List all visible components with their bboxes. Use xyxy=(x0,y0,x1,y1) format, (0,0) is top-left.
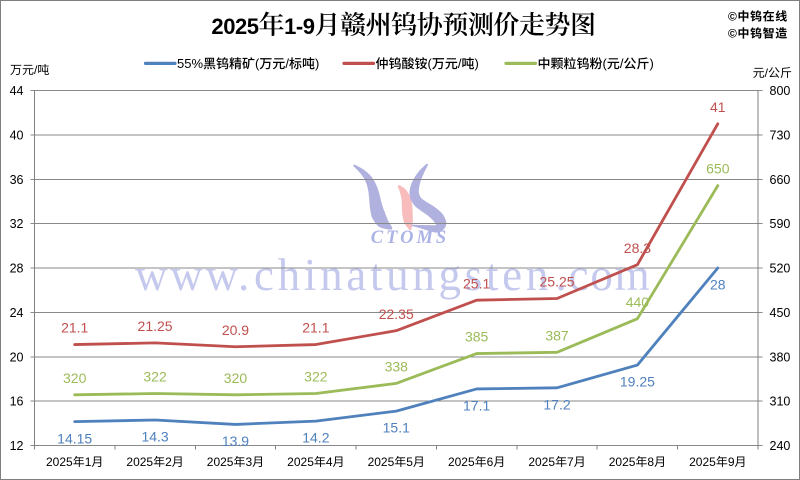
svg-text:chinatungsten: chinatungsten xyxy=(254,250,552,300)
svg-text:/: / xyxy=(285,56,289,71)
svg-text:14.3: 14.3 xyxy=(141,429,168,445)
svg-text:6: 6 xyxy=(487,455,494,469)
svg-text:5: 5 xyxy=(406,455,413,469)
svg-text:40: 40 xyxy=(10,128,24,142)
svg-text:20: 20 xyxy=(10,350,24,364)
svg-text:380: 380 xyxy=(770,350,791,364)
svg-text:www.: www. xyxy=(135,250,252,300)
svg-text:2025: 2025 xyxy=(287,455,314,469)
svg-text:9: 9 xyxy=(728,455,735,469)
svg-text:2025: 2025 xyxy=(368,455,395,469)
svg-text:320: 320 xyxy=(63,370,87,386)
svg-text:2025: 2025 xyxy=(689,455,716,469)
svg-text:15.1: 15.1 xyxy=(383,420,410,436)
svg-text:CTOMS: CTOMS xyxy=(371,228,449,248)
svg-text:660: 660 xyxy=(770,173,791,187)
svg-text:44: 44 xyxy=(10,84,24,98)
svg-text:36: 36 xyxy=(10,173,24,187)
svg-text:2025: 2025 xyxy=(207,455,234,469)
svg-text:338: 338 xyxy=(385,358,409,374)
svg-text:/: / xyxy=(620,56,624,71)
svg-text:20.9: 20.9 xyxy=(222,322,249,338)
svg-text:(: ( xyxy=(603,56,608,71)
svg-text:322: 322 xyxy=(304,369,328,385)
svg-text:©: © xyxy=(728,10,737,24)
svg-text:387: 387 xyxy=(545,327,569,343)
svg-text:440: 440 xyxy=(626,294,650,310)
svg-text:16: 16 xyxy=(10,395,24,409)
svg-text:8: 8 xyxy=(647,455,654,469)
svg-text:14.15: 14.15 xyxy=(57,430,92,446)
svg-text:800: 800 xyxy=(770,84,791,98)
svg-text:2025: 2025 xyxy=(609,455,636,469)
svg-text:21.1: 21.1 xyxy=(302,320,329,336)
svg-text:28: 28 xyxy=(710,277,726,293)
svg-text:7: 7 xyxy=(567,455,574,469)
svg-text:1-9: 1-9 xyxy=(284,14,315,39)
svg-text:25.25: 25.25 xyxy=(540,274,575,290)
svg-text:12: 12 xyxy=(10,439,24,453)
svg-text:): ) xyxy=(649,56,653,71)
svg-text:2025: 2025 xyxy=(126,455,153,469)
svg-text:/: / xyxy=(34,63,38,77)
svg-text:/: / xyxy=(458,56,462,71)
svg-text:310: 310 xyxy=(770,395,791,409)
svg-text:2025: 2025 xyxy=(46,455,73,469)
svg-text:1: 1 xyxy=(85,455,92,469)
svg-text:2025: 2025 xyxy=(211,14,258,39)
svg-text:322: 322 xyxy=(143,369,167,385)
svg-text:32: 32 xyxy=(10,217,24,231)
svg-text:(: ( xyxy=(428,56,433,71)
svg-text:385: 385 xyxy=(465,329,489,345)
svg-text:22.35: 22.35 xyxy=(379,306,414,322)
svg-text:240: 240 xyxy=(770,439,791,453)
svg-text:450: 450 xyxy=(770,306,791,320)
svg-text:©: © xyxy=(728,27,737,41)
svg-text:21.1: 21.1 xyxy=(61,320,88,336)
svg-text:(: ( xyxy=(255,56,260,71)
svg-text:25.1: 25.1 xyxy=(463,275,490,291)
svg-text:13.9: 13.9 xyxy=(222,433,249,449)
svg-text:3: 3 xyxy=(245,455,252,469)
svg-text:24: 24 xyxy=(10,306,24,320)
svg-text:2: 2 xyxy=(165,455,172,469)
svg-text:41: 41 xyxy=(710,99,726,115)
svg-text:650: 650 xyxy=(706,161,730,177)
svg-text:17.2: 17.2 xyxy=(543,396,570,412)
svg-text:17.1: 17.1 xyxy=(463,398,490,414)
svg-text:): ) xyxy=(315,56,319,71)
svg-text:4: 4 xyxy=(326,455,333,469)
svg-text:19.25: 19.25 xyxy=(620,374,655,390)
svg-text:21.25: 21.25 xyxy=(138,318,173,334)
svg-text:590: 590 xyxy=(770,217,791,231)
svg-text:320: 320 xyxy=(224,370,248,386)
svg-text:55%: 55% xyxy=(177,56,203,71)
svg-text:2025: 2025 xyxy=(528,455,555,469)
svg-text:28: 28 xyxy=(10,262,24,276)
svg-text:/: / xyxy=(765,66,769,80)
svg-text:520: 520 xyxy=(770,262,791,276)
svg-text:2025: 2025 xyxy=(448,455,475,469)
svg-text:14.2: 14.2 xyxy=(302,430,329,446)
svg-text:): ) xyxy=(474,56,478,71)
svg-text:730: 730 xyxy=(770,128,791,142)
